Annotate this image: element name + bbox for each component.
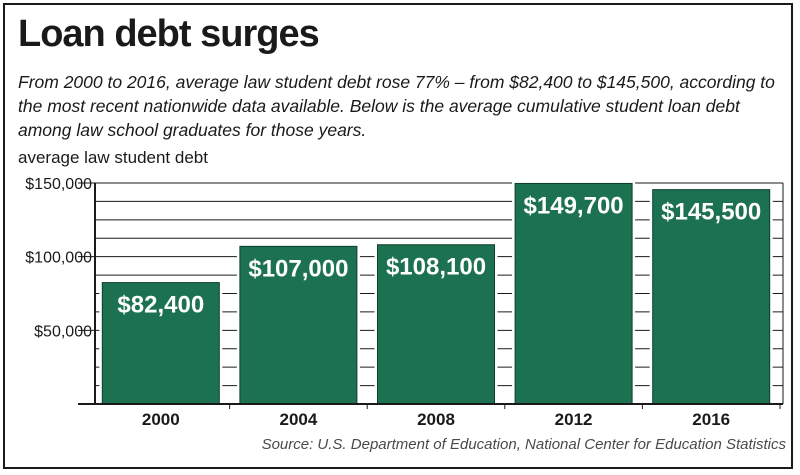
chart-subtitle: From 2000 to 2016, average law student d… bbox=[18, 72, 775, 140]
x-tick-label-2016: 2016 bbox=[692, 410, 730, 429]
labels: $82,400 2000 $107,000 2004 $108,100 2008 $149,… bbox=[25, 176, 761, 429]
chart-title: Loan debt surges bbox=[18, 13, 320, 55]
bars bbox=[99, 182, 773, 405]
x-tick-label-2004: 2004 bbox=[279, 410, 317, 429]
y-tick-label-50000: $50,000 bbox=[34, 323, 92, 340]
x-tick-label-2012: 2012 bbox=[555, 410, 593, 429]
data-label-2016: $145,500 bbox=[661, 199, 761, 226]
x-tick-label-2000: 2000 bbox=[142, 410, 180, 429]
data-label-2000: $82,400 bbox=[117, 292, 204, 319]
x-tick-label-2008: 2008 bbox=[417, 410, 455, 429]
bar-2012 bbox=[514, 182, 633, 405]
y-tick-label-150000: $150,000 bbox=[25, 176, 92, 193]
axes bbox=[78, 182, 784, 409]
bar-2016 bbox=[652, 189, 771, 405]
bar-2000 bbox=[101, 282, 220, 405]
data-label-2004: $107,000 bbox=[248, 255, 348, 282]
source-note: Source: U.S. Department of Education, Na… bbox=[261, 436, 786, 453]
y-tick-label-100000: $100,000 bbox=[25, 250, 92, 267]
data-label-2008: $108,100 bbox=[386, 254, 486, 281]
bar-2004 bbox=[239, 245, 358, 405]
data-label-2012: $149,700 bbox=[524, 192, 624, 219]
y-axis-label: average law student debt bbox=[18, 148, 208, 167]
bar-2008 bbox=[377, 244, 495, 405]
